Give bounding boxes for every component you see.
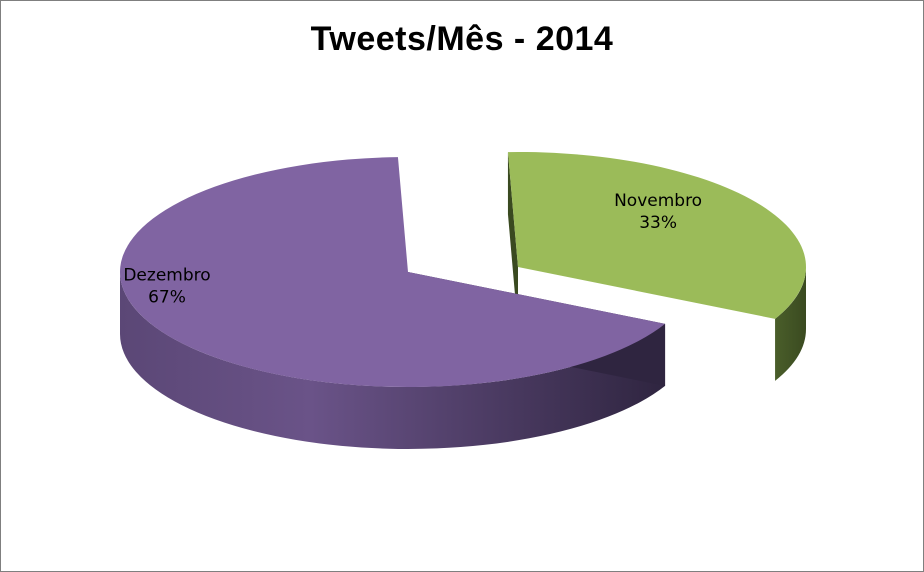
pie-slice-side-dezembro <box>120 272 666 450</box>
slice-percent-dezembro: 67% <box>148 287 186 307</box>
slice-label-novembro: Novembro <box>614 191 702 211</box>
pie-slice-wall-novembro <box>507 152 518 329</box>
chart-title: Tweets/Mês - 2014 <box>310 20 614 58</box>
slice-percent-novembro: 33% <box>639 213 677 233</box>
slice-label-dezembro: Dezembro <box>123 265 210 285</box>
pie-slice-dezembro <box>119 157 666 388</box>
pie-slice-side-novembro <box>775 267 806 381</box>
pie-slice-novembro <box>507 152 806 319</box>
